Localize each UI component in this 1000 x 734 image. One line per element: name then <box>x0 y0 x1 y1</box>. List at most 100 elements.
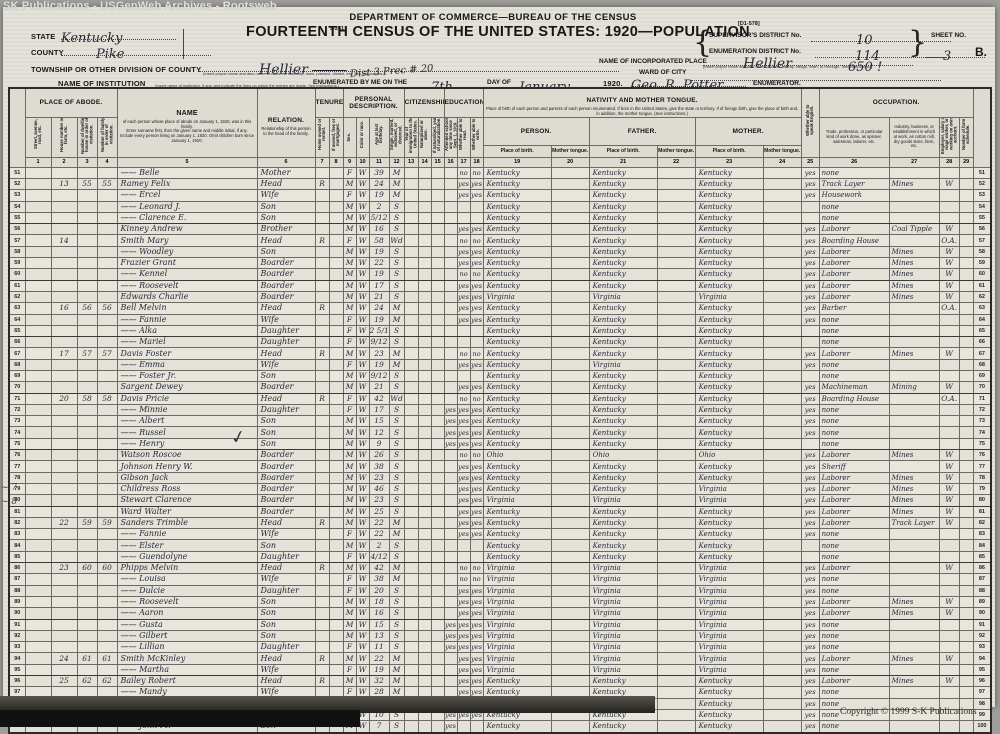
employment-class: W <box>938 381 960 394</box>
dwelling-number <box>76 324 98 338</box>
can-read: yes <box>456 189 471 202</box>
naturalization-year <box>430 471 445 484</box>
industry <box>888 200 940 213</box>
name: —— Belle <box>116 166 258 179</box>
naturalized-or-alien <box>417 290 432 304</box>
can-read: yes <box>456 528 471 541</box>
father-birthplace: Kentucky <box>588 324 658 338</box>
mother-tongue <box>550 641 590 654</box>
color-or-race: W <box>355 245 370 259</box>
can-read: no <box>456 449 471 462</box>
immigration-year <box>403 528 419 541</box>
occupation: none <box>818 686 890 699</box>
street <box>24 336 52 349</box>
attended-school <box>443 177 458 191</box>
birthplace: Kentucky <box>482 392 552 405</box>
birthplace: Virginia <box>482 641 552 654</box>
can-write: yes <box>469 584 484 597</box>
employment-class: W <box>938 505 960 518</box>
immigration-year <box>403 618 419 631</box>
line-number-right: 89 <box>972 595 992 609</box>
naturalized-or-alien <box>417 471 432 484</box>
attended-school <box>443 516 458 530</box>
father-birthplace: Ohio <box>588 449 658 462</box>
industry <box>888 403 940 417</box>
speaks-english: yes <box>800 415 820 428</box>
can-write: yes <box>469 663 484 677</box>
line-number-right: 76 <box>972 449 992 462</box>
industry: Mines <box>888 177 940 191</box>
family-number <box>96 381 118 394</box>
employment-class <box>938 358 960 372</box>
home-owned-or-rented <box>314 358 330 372</box>
mother-mother-tongue <box>762 290 802 304</box>
col-home-owned: Home owned or rented. <box>314 116 330 158</box>
can-write: yes <box>469 381 484 394</box>
group-personal-description: PERSONAL DESCRIPTION. <box>342 87 405 118</box>
family-number <box>96 403 118 417</box>
relation: Head <box>256 516 316 530</box>
relation: Daughter <box>256 336 316 349</box>
line-number-right: 94 <box>972 652 992 665</box>
mother-tongue <box>550 426 590 439</box>
can-write: yes <box>469 358 484 372</box>
line-number: 76 <box>8 449 26 462</box>
street <box>24 562 52 575</box>
col-can-write: Whether able to write. <box>469 116 484 158</box>
home-owned-or-rented: R <box>314 562 330 575</box>
mother-mother-tongue <box>762 652 802 665</box>
marital-status: S <box>388 381 405 394</box>
mother-tongue <box>550 177 590 191</box>
color-or-race: W <box>355 223 370 236</box>
sex: M <box>342 369 357 383</box>
age: 19 <box>368 189 390 202</box>
incorporated-note: (Insert proper name and also name of cla… <box>703 64 873 69</box>
occupation: Laborer <box>818 675 890 688</box>
can-read <box>456 550 471 564</box>
father-mother-tongue <box>656 200 696 213</box>
dwelling-number <box>76 449 98 462</box>
naturalized-or-alien <box>417 675 432 688</box>
mother-tongue <box>550 392 590 405</box>
line-number: 53 <box>8 189 26 202</box>
age: 32 <box>368 675 390 688</box>
column-number: 14 <box>417 156 432 168</box>
father-mother-tongue <box>656 516 696 530</box>
relation: Boarder <box>256 460 316 473</box>
immigration-year <box>403 403 419 417</box>
mother-birthplace: Kentucky <box>694 381 764 394</box>
can-write: no <box>469 392 484 405</box>
father-mother-tongue <box>656 403 696 417</box>
attended-school: yes <box>443 641 458 654</box>
color-or-race: W <box>355 166 370 179</box>
father-mother-tongue <box>656 245 696 259</box>
attended-school <box>443 482 458 496</box>
can-write: yes <box>469 595 484 609</box>
industry <box>888 550 940 564</box>
naturalized-or-alien <box>417 223 432 236</box>
name: —— Lillian <box>116 641 258 654</box>
can-write: yes <box>469 618 484 631</box>
can-read: yes <box>456 460 471 473</box>
color-or-race: W <box>355 482 370 496</box>
birthplace: Kentucky <box>482 516 552 530</box>
dwelling-number <box>76 415 98 428</box>
age: 19 <box>368 358 390 372</box>
family-number <box>96 313 118 326</box>
owned-free-or-mortgaged <box>328 358 344 372</box>
farm-schedule <box>958 494 974 507</box>
name: Ramey Felix <box>116 177 258 191</box>
enumerated-year: 1920. <box>603 79 623 88</box>
relation: Boarder <box>256 494 316 507</box>
owned-free-or-mortgaged <box>328 257 344 270</box>
marital-status: S <box>388 449 405 462</box>
column-number: 15 <box>430 156 445 168</box>
mother-tongue <box>550 245 590 259</box>
col-mother-birthplace: Place of birth. <box>694 144 764 158</box>
family-number <box>96 223 118 236</box>
col-street: Street, avenue, road, etc. <box>24 116 52 158</box>
